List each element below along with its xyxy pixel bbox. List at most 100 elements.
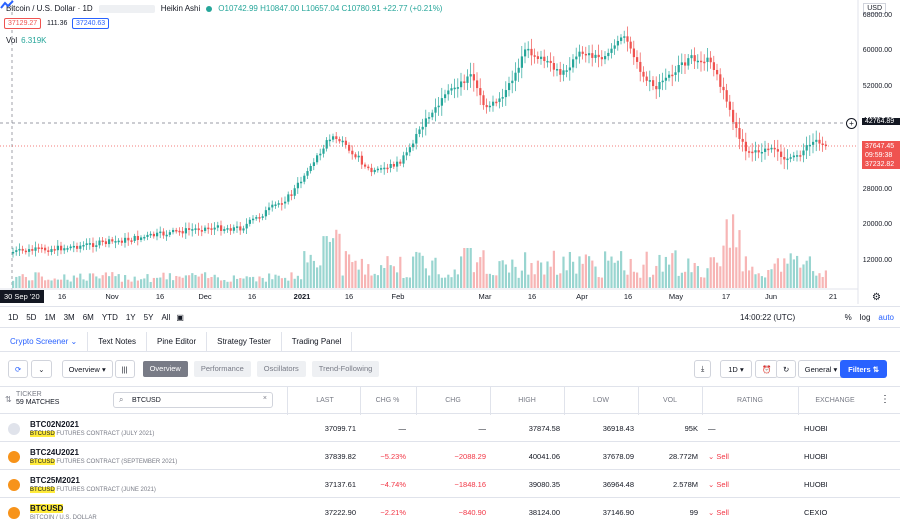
candle-body — [300, 181, 303, 184]
x-axis-label: 16 — [57, 292, 67, 301]
preset-select[interactable]: Overview ▾ — [61, 360, 113, 378]
cell-chg: −840.90 — [458, 508, 486, 517]
volume-bar — [437, 274, 440, 288]
volume-bar — [664, 256, 667, 288]
volume-bar — [514, 266, 517, 288]
interval-select[interactable]: 1D ▾ — [720, 360, 752, 378]
column-settings-icon[interactable]: ||| — [114, 360, 135, 378]
candle-body — [444, 94, 447, 99]
tf-5y[interactable]: 5Y — [143, 312, 154, 322]
sell-button[interactable]: 37129.27 — [4, 18, 42, 29]
log-scale-toggle[interactable]: log — [859, 312, 871, 322]
currency-label[interactable]: USD — [863, 3, 886, 14]
percent-scale-toggle[interactable]: % — [844, 312, 852, 322]
volume-bar — [812, 271, 815, 288]
tab-strategy-tester[interactable]: Strategy Tester — [207, 331, 282, 352]
tf-all[interactable]: All — [161, 312, 171, 322]
volume-bar — [124, 275, 127, 288]
view-oscillators[interactable]: Oscillators — [256, 361, 306, 377]
candle-body — [120, 240, 123, 243]
table-row[interactable]: BTCUSD BITCOIN / U.S. DOLLAR 37222.90 −2.21… — [0, 499, 900, 522]
volume-bar — [386, 256, 389, 288]
chart-settings-gear-icon[interactable]: ⚙ — [872, 292, 881, 303]
table-row[interactable]: BTC25M2021 BTCUSD FUTURES CONTRACT (JUNE … — [0, 471, 900, 498]
tab-pine-editor[interactable]: Pine Editor — [147, 331, 208, 352]
volume-bar — [79, 273, 82, 288]
volume-bar — [690, 272, 693, 288]
preset-label: Overview — [68, 364, 100, 374]
cell-low: 36918.43 — [602, 424, 634, 433]
tf-1m[interactable]: 1M — [44, 312, 56, 322]
view-overview[interactable]: Overview — [142, 361, 188, 377]
candle-plot[interactable] — [0, 0, 900, 304]
last-price-tag: 37647.45 09:59:38 37232.82 — [862, 141, 900, 169]
symbol-title[interactable]: Bitcoin / U.S. Dollar · 1D — [6, 4, 93, 13]
export-icon[interactable]: ⤓ — [694, 360, 712, 378]
candle-body — [88, 243, 91, 245]
ticker-search-input[interactable]: ⌕ BTCUSD × — [113, 392, 273, 408]
candle-body — [85, 243, 88, 246]
volume-bar — [805, 260, 808, 288]
row-symbol[interactable]: BTC25M2021 — [30, 476, 80, 485]
volume-bar — [783, 258, 786, 288]
tab-crypto-screener[interactable]: Crypto Screener ⌄ — [0, 331, 89, 352]
row-symbol[interactable]: BTC24U2021 — [30, 448, 79, 457]
ticker-header[interactable]: TICKER 59 MATCHES — [16, 391, 59, 407]
volume-bar — [495, 275, 498, 288]
tf-5d[interactable]: 5D — [26, 312, 37, 322]
col-exchange[interactable]: EXCHANGE — [815, 397, 855, 404]
col-chg[interactable]: CHG — [445, 397, 461, 404]
tf-1d[interactable]: 1D — [8, 312, 19, 322]
tf-1y[interactable]: 1Y — [125, 312, 136, 322]
tab-trading-panel[interactable]: Trading Panel — [282, 331, 353, 352]
refresh-icon[interactable]: ⟳ — [8, 360, 29, 378]
filters-button[interactable]: Filters ⇅ — [840, 360, 887, 378]
tf-6m[interactable]: 6M — [82, 312, 94, 322]
candle-body — [543, 56, 546, 62]
volume-bar — [373, 273, 376, 288]
date-range-icon[interactable]: ▣ — [176, 312, 184, 322]
coin-logo-icon — [8, 507, 20, 519]
clear-icon[interactable]: × — [262, 395, 267, 402]
tf-ytd[interactable]: YTD — [101, 312, 118, 322]
row-symbol[interactable]: BTC02N2021 — [30, 420, 79, 429]
alarm-clock-icon[interactable]: ⏰ — [755, 360, 779, 378]
table-row[interactable]: BTC24U2021 BTCUSD FUTURES CONTRACT (SEPTE… — [0, 443, 900, 470]
volume-bar — [412, 256, 415, 288]
volume-bar — [220, 280, 223, 288]
col-vol[interactable]: VOL — [662, 397, 677, 404]
x-axis-label: Apr — [576, 292, 588, 301]
view-trend-following[interactable]: Trend-Following — [311, 361, 380, 377]
tf-3m[interactable]: 3M — [63, 312, 75, 322]
candle-body — [156, 232, 159, 237]
chevron-down-icon[interactable]: ⌄ — [31, 360, 52, 378]
add-alert-icon[interactable]: + — [846, 118, 857, 129]
exchange-select[interactable]: General ▾ — [798, 360, 844, 378]
volume-bar — [34, 272, 37, 288]
buy-button[interactable]: 37240.63 — [72, 18, 110, 29]
tradingview-logo-icon[interactable] — [0, 0, 14, 10]
chart-type-label[interactable]: Heikin Ashi — [160, 4, 201, 13]
tab-text-notes[interactable]: Text Notes — [88, 331, 147, 352]
candle-body — [556, 69, 559, 71]
col-rating[interactable]: RATING — [737, 397, 763, 404]
rotate-icon[interactable]: ↻ — [776, 360, 797, 378]
more-options-icon[interactable]: ⋮ — [880, 394, 890, 405]
price-chart[interactable]: Bitcoin / U.S. Dollar · 1D Heikin Ashi O… — [0, 0, 900, 304]
x-axis-label: 16 — [247, 292, 257, 301]
sort-icon[interactable]: ⇅ — [5, 395, 12, 404]
view-performance[interactable]: Performance — [193, 361, 251, 377]
candle-body — [108, 239, 111, 245]
auto-scale-toggle[interactable]: auto — [878, 312, 894, 322]
table-row[interactable]: BTC02N2021 BTCUSD FUTURES CONTRACT (JULY … — [0, 415, 900, 442]
utc-clock[interactable]: 14:00:22 (UTC) — [740, 312, 796, 322]
col-last[interactable]: LAST — [316, 397, 334, 404]
col-chg-pct[interactable]: CHG % — [375, 397, 400, 404]
volume-bar — [700, 277, 703, 288]
candle-body — [146, 234, 149, 237]
col-low[interactable]: LOW — [593, 397, 609, 404]
col-high[interactable]: HIGH — [518, 397, 536, 404]
row-symbol[interactable]: BTCUSD — [30, 504, 64, 513]
candle-body — [623, 36, 626, 38]
ohlc-values: O10742.99 H10847.00 L10657.04 C10780.91 … — [218, 4, 443, 13]
